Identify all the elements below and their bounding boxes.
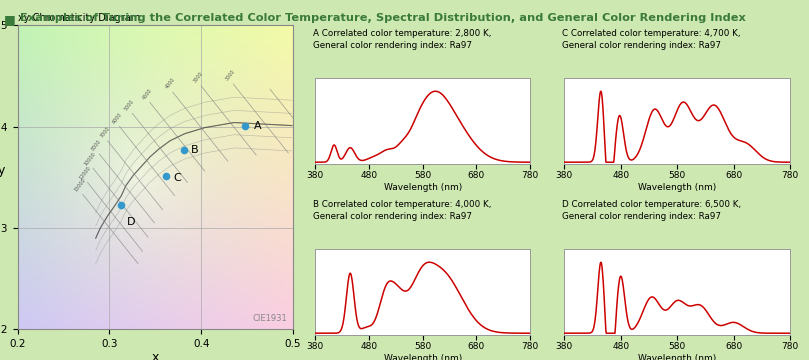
Text: A: A [254, 121, 262, 131]
Text: 6000: 6000 [111, 112, 123, 125]
Text: 4500: 4500 [142, 87, 153, 100]
X-axis label: Wavelength (nm): Wavelength (nm) [638, 183, 716, 192]
Text: xy Chromaticity Diagram: xy Chromaticity Diagram [18, 13, 140, 23]
Text: ■: ■ [4, 13, 16, 26]
Text: B Correlated color temperature: 4,000 K,
General color rendering index: Ra97: B Correlated color temperature: 4,000 K,… [313, 200, 491, 221]
Text: D Correlated color temperature: 6,500 K,
General color rendering index: Ra97: D Correlated color temperature: 6,500 K,… [561, 200, 741, 221]
Text: 8000: 8000 [91, 139, 103, 152]
Text: 10000: 10000 [83, 151, 97, 166]
X-axis label: x: x [151, 351, 159, 360]
Text: 3000: 3000 [225, 69, 236, 82]
Text: 5000: 5000 [124, 99, 135, 111]
Text: C Correlated color temperature: 4,700 K,
General color rendering index: Ra97: C Correlated color temperature: 4,700 K,… [561, 29, 740, 50]
Text: A Correlated color temperature: 2,800 K,
General color rendering index: Ra97: A Correlated color temperature: 2,800 K,… [313, 29, 491, 50]
Text: B: B [191, 145, 199, 155]
Text: 7000: 7000 [99, 126, 111, 139]
Text: C: C [174, 174, 181, 183]
Text: D: D [127, 217, 135, 227]
Text: 15000: 15000 [74, 177, 87, 193]
X-axis label: Wavelength (nm): Wavelength (nm) [383, 183, 462, 192]
Text: 12000: 12000 [78, 165, 91, 180]
X-axis label: Wavelength (nm): Wavelength (nm) [383, 354, 462, 360]
Text: 3500: 3500 [193, 71, 204, 84]
X-axis label: Wavelength (nm): Wavelength (nm) [638, 354, 716, 360]
Text: Examples of Tuning the Correlated Color Temperature, Spectral Distribution, and : Examples of Tuning the Correlated Color … [20, 13, 746, 23]
Text: 4000: 4000 [164, 77, 176, 90]
Text: CIE1931: CIE1931 [252, 314, 287, 323]
Y-axis label: y: y [0, 164, 5, 177]
